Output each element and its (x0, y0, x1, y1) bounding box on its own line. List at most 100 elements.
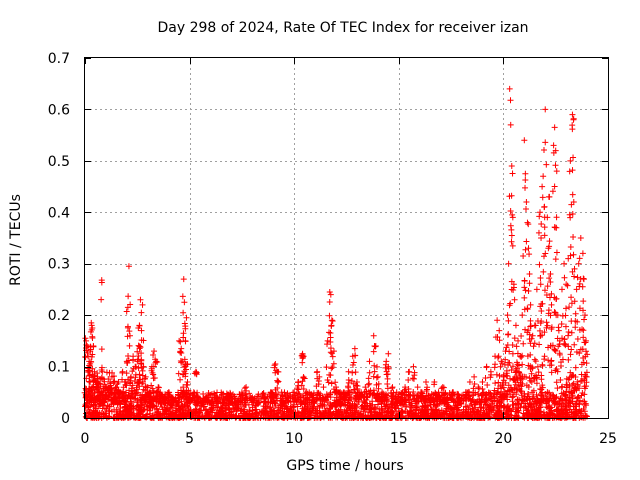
roti-noise-point (440, 409, 447, 416)
roti-point (295, 379, 302, 385)
roti-streak-point (88, 353, 95, 360)
roti-streak-point (543, 161, 550, 168)
roti-noise-point (278, 414, 285, 421)
roti-streak-point (90, 373, 97, 380)
roti-noise-point (578, 392, 585, 399)
roti-streak-point (538, 307, 545, 314)
roti-streak-point (505, 317, 512, 324)
roti-point (90, 343, 97, 349)
roti-streak-point (567, 244, 574, 251)
roti-streak-point (112, 384, 119, 391)
roti-noise-point (143, 403, 150, 410)
roti-noise-point (134, 402, 141, 409)
roti-point (314, 368, 321, 375)
roti-noise-point (383, 401, 390, 408)
roti-noise-point (399, 408, 406, 415)
roti-streak-point (136, 371, 143, 378)
roti-point (183, 314, 190, 321)
roti-streak-point (568, 294, 575, 301)
roti-noise-point (253, 408, 260, 415)
roti-point (548, 301, 555, 308)
roti-noise-point (130, 403, 137, 410)
roti-noise-point (226, 412, 233, 419)
roti-noise-point (159, 404, 166, 411)
roti-noise-point (561, 403, 568, 410)
roti-streak-point (125, 293, 132, 300)
roti-streak-point (519, 361, 526, 368)
roti-streak-point (504, 373, 511, 380)
roti-noise-point (210, 390, 217, 397)
roti-streak-point (543, 319, 550, 326)
roti-noise-point (379, 407, 386, 414)
roti-noise-point (262, 414, 269, 421)
roti-noise-point (238, 406, 245, 413)
roti-streak-point (537, 274, 544, 281)
roti-noise-point (453, 402, 460, 409)
roti-noise-point (389, 408, 396, 415)
roti-noise-point (553, 393, 560, 400)
roti-streak-point (274, 379, 281, 386)
roti-noise-point (555, 406, 562, 413)
roti-point (539, 183, 546, 190)
roti-noise-point (501, 403, 508, 410)
roti-streak-point (544, 283, 551, 290)
roti-noise-point (335, 407, 342, 414)
roti-streak-point (569, 126, 576, 133)
roti-noise-point (559, 407, 566, 414)
roti-streak-point (571, 341, 578, 348)
roti-point (540, 173, 547, 180)
roti-noise-point (219, 405, 226, 412)
roti-streak-point (574, 336, 581, 343)
roti-streak-point (540, 268, 547, 275)
roti-streak-point (126, 392, 133, 399)
roti-noise-point (125, 414, 132, 421)
roti-noise-point (309, 405, 316, 412)
roti-point (155, 384, 162, 391)
roti-streak-point (484, 381, 491, 388)
roti-point (370, 332, 377, 339)
roti-noise-point (320, 409, 327, 416)
roti-noise-point (493, 402, 500, 409)
roti-noise-point (85, 410, 92, 417)
roti-point (119, 368, 126, 375)
roti-noise-point (327, 414, 334, 421)
roti-streak-point (327, 372, 334, 379)
roti-noise-point (295, 409, 302, 416)
roti-streak-point (352, 369, 359, 376)
roti-noise-point (351, 401, 358, 408)
roti-point (577, 235, 584, 241)
roti-point (410, 363, 417, 370)
roti-streak-point (126, 328, 133, 335)
roti-point (406, 368, 413, 375)
roti-noise-point (111, 414, 118, 421)
roti-point (180, 276, 187, 283)
roti-streak-point (349, 369, 356, 376)
roti-noise-point (536, 409, 543, 416)
roti-streak-point (536, 213, 543, 220)
roti-streak-point (493, 371, 500, 378)
roti-streak-point (518, 332, 525, 339)
roti-noise-point (95, 403, 102, 410)
roti-noise-point (403, 402, 410, 409)
roti-noise-point (213, 414, 220, 421)
roti-point (512, 322, 519, 329)
roti-noise-point (359, 403, 366, 410)
roti-streak-point (580, 298, 587, 305)
roti-streak-point (521, 294, 528, 301)
roti-point (505, 260, 512, 267)
roti-noise-point (105, 403, 112, 410)
roti-point (573, 286, 580, 293)
roti-streak-point (523, 238, 530, 245)
roti-streak-point (536, 261, 543, 268)
roti-noise-point (422, 414, 429, 421)
roti-noise-point (513, 414, 520, 421)
x-tick-label: 25 (599, 431, 617, 447)
roti-streak-point (327, 334, 334, 341)
roti-noise-point (567, 398, 574, 405)
roti-point (550, 142, 557, 149)
roti-noise-point (500, 384, 507, 391)
roti-noise-point (449, 409, 456, 416)
roti-noise-point (563, 414, 570, 421)
roti-noise-point (454, 390, 461, 397)
